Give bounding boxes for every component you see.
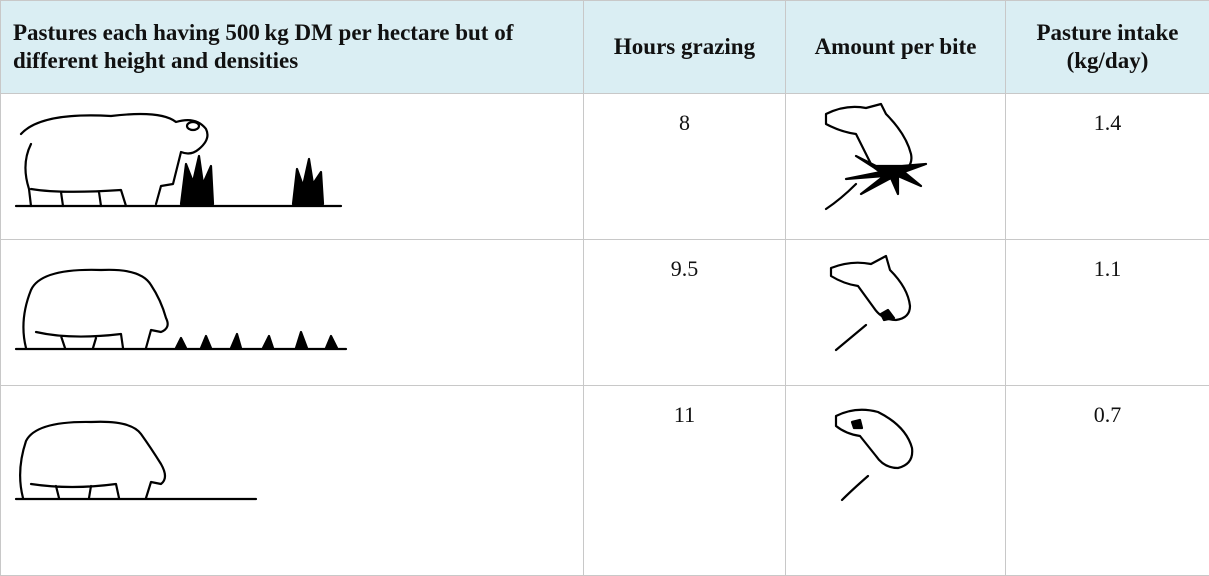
header-cell: Amount per bite — [786, 1, 1006, 94]
pasture-illustration — [1, 386, 584, 576]
header-cell: Hours grazing — [584, 1, 786, 94]
sheep-tall-pasture — [1, 94, 361, 219]
pasture-table: Pastures each having 500 kg DM per hecta… — [0, 0, 1209, 576]
header-cell: Pastures each having 500 kg DM per hecta… — [1, 1, 584, 94]
sheep-medium-pasture — [1, 240, 361, 365]
header-cell: Pasture intake (kg/day) — [1006, 1, 1209, 94]
intake-cell: 1.4 — [1006, 94, 1209, 240]
intake-cell: 0.7 — [1006, 386, 1209, 576]
page: {"table": { "headers": ["Pastures each h… — [0, 0, 1209, 528]
intake-cell: 1.1 — [1006, 240, 1209, 386]
pasture-illustration — [1, 94, 584, 240]
pasture-illustration — [1, 240, 584, 386]
hours-cell: 11 — [584, 386, 786, 576]
bite-small — [786, 386, 1006, 511]
table-row: 9.5 1.1 — [1, 240, 1209, 386]
header-row: Pastures each having 500 kg DM per hecta… — [1, 1, 1209, 94]
bite-illustration — [786, 94, 1006, 240]
sheep-short-pasture — [1, 386, 361, 511]
hours-cell: 8 — [584, 94, 786, 240]
bite-medium — [786, 240, 1006, 365]
bite-illustration — [786, 240, 1006, 386]
bite-illustration — [786, 386, 1006, 576]
hours-cell: 9.5 — [584, 240, 786, 386]
bite-large — [786, 94, 1006, 219]
table-row: 8 1.4 — [1, 94, 1209, 240]
table-row: 11 0.7 — [1, 386, 1209, 576]
